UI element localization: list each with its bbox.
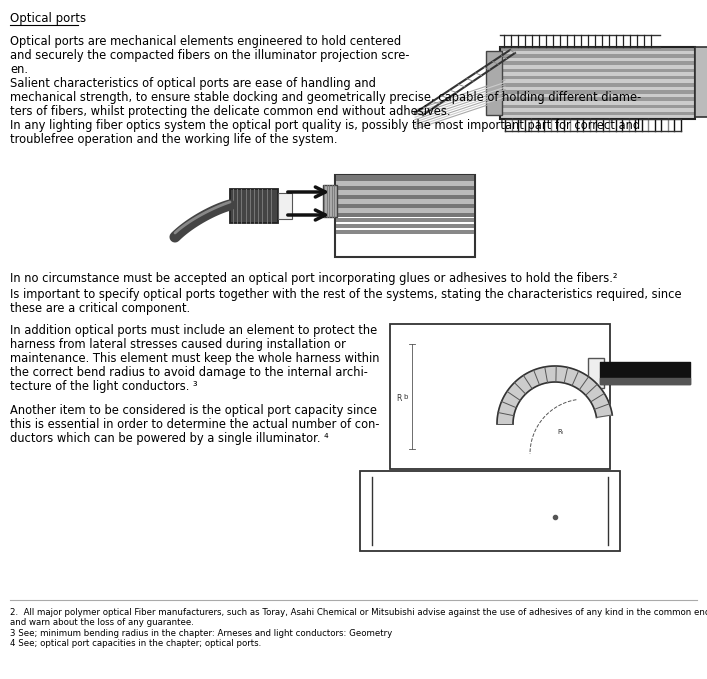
Bar [500, 51, 695, 54]
Text: maintenance. This element must keep the whole harness within: maintenance. This element must keep the … [10, 352, 380, 365]
Bar [336, 199, 474, 204]
Bar [500, 108, 695, 112]
Text: harness from lateral stresses caused during installation or: harness from lateral stresses caused dur… [10, 338, 346, 351]
Text: and securely the compacted fibers on the illuminator projection scre-: and securely the compacted fibers on the… [10, 49, 409, 62]
Text: 4 See; optical port capacities in the chapter; optical ports.: 4 See; optical port capacities in the ch… [10, 639, 262, 648]
Bar [278, 193, 292, 219]
Bar [336, 181, 474, 186]
Bar [336, 195, 474, 199]
Bar [336, 213, 474, 217]
Polygon shape [497, 366, 612, 424]
Bar [500, 58, 695, 61]
Text: ductors which can be powered by a single illuminator. ⁴: ductors which can be powered by a single… [10, 432, 329, 445]
Bar [336, 224, 474, 228]
Text: Another item to be considered is the optical port capacity since: Another item to be considered is the opt… [10, 404, 377, 417]
Text: In addition optical ports must include an element to protect the: In addition optical ports must include a… [10, 324, 378, 337]
Text: In no circumstance must be accepted an optical port incorporating glues or adhes: In no circumstance must be accepted an o… [10, 272, 617, 285]
Bar [500, 47, 695, 51]
Bar [535, 514, 575, 520]
Bar [500, 87, 695, 90]
Bar [541, 501, 569, 506]
Bar [336, 208, 474, 213]
Bar [500, 54, 695, 58]
Bar [500, 69, 695, 72]
Bar [500, 47, 695, 119]
Bar [500, 97, 695, 101]
Bar [500, 79, 695, 83]
Text: tecture of the light conductors. ³: tecture of the light conductors. ³ [10, 380, 198, 393]
Text: 3 See; minimum bending radius in the chapter: Arneses and light conductors: Geom: 3 See; minimum bending radius in the cha… [10, 629, 392, 638]
Bar [500, 101, 695, 105]
Text: troublefree operation and the working life of the system.: troublefree operation and the working li… [10, 133, 337, 146]
Bar [500, 90, 695, 94]
Text: Salient characteristics of optical ports are ease of handling and: Salient characteristics of optical ports… [10, 77, 376, 90]
Text: In any lighting fiber optics system the optical port quality is, possibly the mo: In any lighting fiber optics system the … [10, 119, 640, 132]
Bar [500, 83, 695, 87]
Text: Rₗ: Rₗ [558, 429, 563, 435]
Bar [230, 189, 278, 223]
Text: Is important to specify optical ports together with the rest of the systems, sta: Is important to specify optical ports to… [10, 288, 682, 301]
Bar [588, 358, 604, 388]
Bar [500, 76, 695, 79]
Bar [500, 115, 695, 119]
Bar [336, 190, 474, 195]
Text: en.: en. [10, 63, 28, 76]
Text: R: R [396, 394, 402, 403]
Text: the correct bend radius to avoid damage to the internal archi-: the correct bend radius to avoid damage … [10, 366, 368, 379]
Text: mechanical strength, to ensure stable docking and geometrically precise, capable: mechanical strength, to ensure stable do… [10, 91, 641, 104]
Bar [336, 218, 474, 222]
Bar [541, 480, 569, 485]
Text: Optical ports: Optical ports [10, 12, 86, 25]
Text: b: b [403, 394, 407, 400]
Text: this is essential in order to determine the actual number of con-: this is essential in order to determine … [10, 418, 380, 431]
Bar [336, 175, 474, 181]
Text: these are a critical component.: these are a critical component. [10, 302, 190, 315]
Bar [335, 175, 475, 257]
Bar [500, 61, 695, 65]
Bar [336, 230, 474, 234]
Bar [390, 324, 610, 469]
Bar [360, 471, 620, 551]
Text: Optical ports are mechanical elements engineered to hold centered: Optical ports are mechanical elements en… [10, 35, 401, 48]
Text: ters of fibers, whilst protecting the delicate common end without adhesives.: ters of fibers, whilst protecting the de… [10, 105, 450, 118]
Bar [500, 72, 695, 76]
Bar [486, 51, 502, 115]
Bar [323, 185, 337, 217]
Bar [500, 105, 695, 108]
Bar [541, 494, 569, 499]
Bar [500, 112, 695, 115]
Bar [541, 508, 569, 513]
Bar [541, 487, 569, 492]
Bar [336, 186, 474, 190]
Bar [500, 65, 695, 69]
Bar [695, 47, 707, 117]
Bar [336, 204, 474, 208]
Text: 2.  All major polymer optical Fiber manufacturers, such as Toray, Asahi Chemical: 2. All major polymer optical Fiber manuf… [10, 608, 707, 617]
Text: and warn about the loss of any guarantee.: and warn about the loss of any guarantee… [10, 618, 194, 627]
Bar [500, 94, 695, 97]
